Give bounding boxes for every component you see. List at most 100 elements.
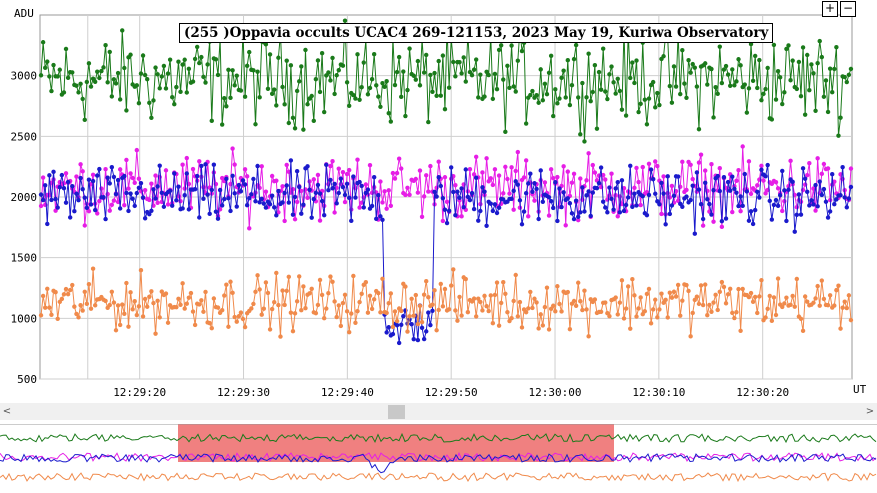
data-point [586,151,591,156]
data-point [167,57,173,62]
zoom-in-button[interactable]: + [822,1,838,17]
scroll-right-arrow-icon[interactable]: > [865,406,875,417]
data-point [694,170,700,175]
data-point [378,214,383,219]
data-point [43,65,48,71]
data-point [796,192,802,197]
data-point [444,199,450,205]
data-point [711,300,716,305]
data-point [371,297,377,302]
data-point [434,194,439,199]
data-point [186,66,192,72]
data-point [128,52,133,57]
data-point [511,84,516,89]
data-point [65,75,71,80]
data-point [813,208,818,213]
data-point [786,43,791,48]
data-point [717,166,722,171]
data-point [590,162,595,168]
data-point [322,315,327,321]
scroll-left-arrow-icon[interactable]: < [2,406,12,417]
data-point [684,194,689,199]
data-point [332,91,337,97]
data-point [494,280,500,285]
data-point [465,194,471,200]
data-point [142,187,148,193]
data-point [132,203,137,209]
data-point [830,172,835,177]
data-point [730,174,735,179]
data-point [269,306,275,312]
data-point [61,181,67,186]
data-point [482,189,487,194]
data-point [784,218,789,224]
data-point [805,52,810,58]
data-point [170,94,175,100]
data-point [442,207,448,212]
data-point [490,182,496,188]
overview-navigator[interactable] [0,424,877,493]
data-point [605,310,610,316]
horizontal-scrollbar[interactable]: < > [0,403,877,420]
data-point [573,42,579,48]
data-point [92,303,98,308]
data-point [457,294,462,300]
data-point [773,312,779,318]
data-point [136,185,142,190]
data-point [469,190,475,196]
data-point [782,90,787,95]
data-point [688,197,693,203]
data-point [126,324,131,329]
data-point [698,201,704,207]
data-point [253,122,258,127]
data-point [732,186,737,192]
series-3 [38,266,854,339]
data-point [265,290,271,296]
data-point [648,321,654,326]
data-point [330,186,335,191]
data-point [390,324,396,330]
data-point [386,301,391,306]
data-point [330,159,335,164]
data-point [730,67,735,72]
data-point [823,199,829,204]
data-point [578,298,583,304]
data-point [619,178,625,183]
data-point [603,89,608,94]
data-point [773,97,779,102]
data-point [551,175,556,181]
data-point [317,89,323,95]
data-point [396,156,402,161]
data-point [696,187,702,192]
data-point [269,173,275,179]
data-point [242,182,248,187]
data-point [259,312,264,317]
data-point [555,284,560,289]
data-point [738,328,743,333]
data-point [536,100,541,105]
data-point [555,174,560,180]
data-point [476,95,481,100]
data-point [576,217,581,223]
data-point [428,163,433,169]
data-point [675,282,681,288]
data-point [746,218,752,223]
data-point [292,311,298,316]
data-point [459,313,464,318]
data-point [690,61,695,67]
data-point [559,309,564,314]
data-point [205,192,210,197]
data-point [703,168,708,173]
data-point [282,218,287,224]
data-point [190,166,196,172]
data-point [761,91,766,97]
scroll-thumb[interactable] [388,405,405,419]
data-point [346,330,352,335]
data-point [267,327,273,332]
data-point [280,84,285,90]
data-point [40,197,46,203]
zoom-out-button[interactable]: − [840,1,856,17]
scroll-track[interactable] [0,403,877,420]
data-point [357,299,362,305]
data-point [521,209,527,214]
